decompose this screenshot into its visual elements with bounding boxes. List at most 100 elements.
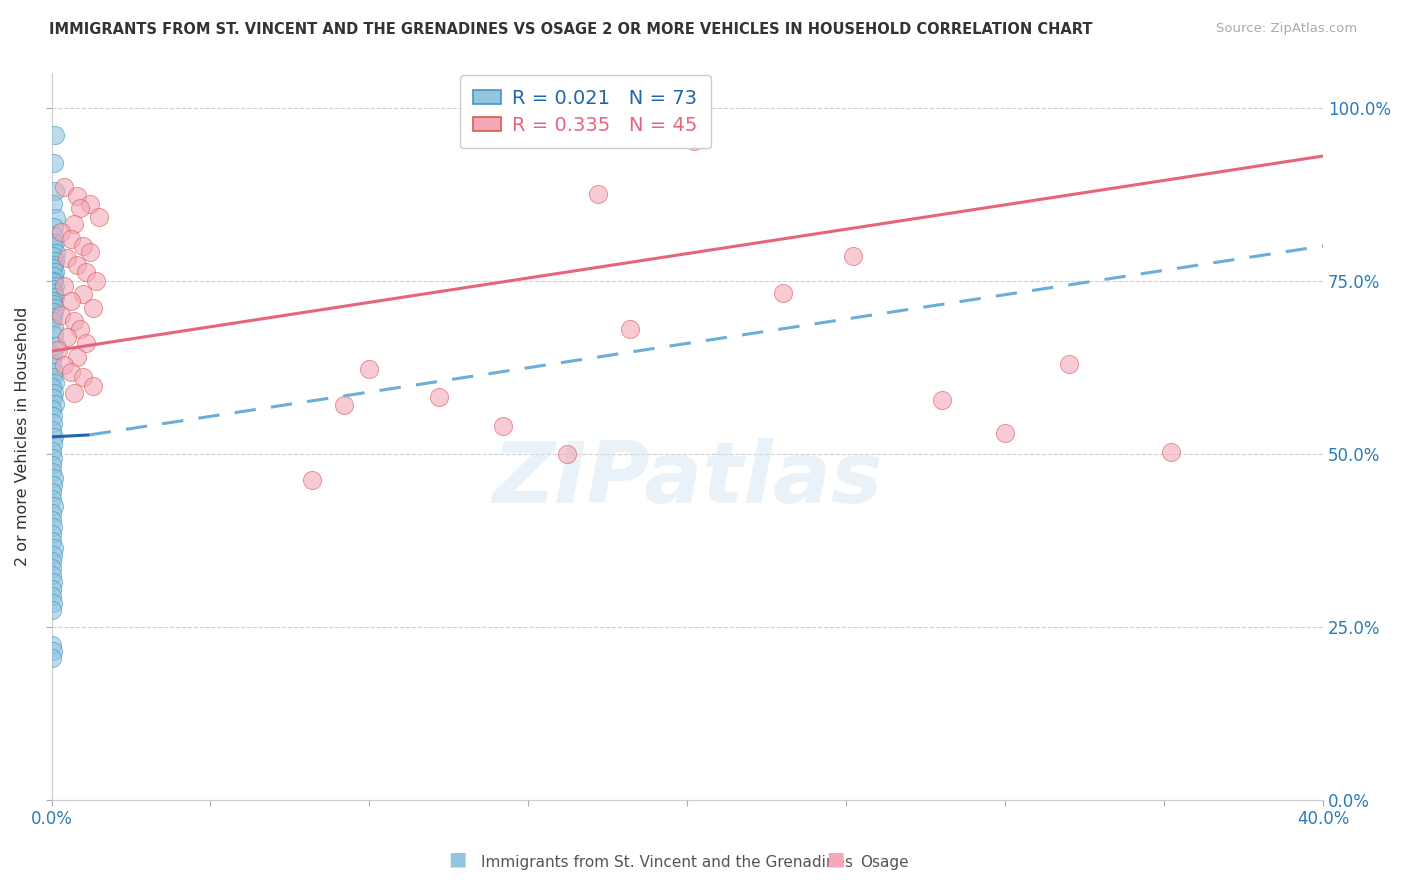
Point [42,310,65,324]
Point [42,541,65,555]
Point [42,370,65,384]
Point [44,279,66,293]
Text: IMMIGRANTS FROM ST. VINCENT AND THE GRENADINES VS OSAGE 2 OR MORE VEHICLES IN HO: IMMIGRANTS FROM ST. VINCENT AND THE GREN… [49,22,1092,37]
Point [841,249,863,263]
Point [42,450,65,465]
Point [359,362,381,376]
Point [79,244,101,259]
Point [44,128,66,143]
Point [41,533,63,548]
Point [62,314,84,328]
Point [588,187,610,202]
Point [76,335,98,350]
Point [682,134,704,148]
Point [42,305,65,319]
Point [42,575,65,590]
Point [62,217,84,231]
Point [42,258,65,272]
Point [772,285,794,300]
Point [42,294,65,309]
Point [66,350,89,364]
Point [42,156,65,170]
Point [41,589,63,603]
Point [41,651,63,665]
Point [42,228,65,243]
Point [42,197,65,211]
Point [41,603,63,617]
Legend: R = 0.021   N = 73, R = 0.335   N = 45: R = 0.021 N = 73, R = 0.335 N = 45 [460,76,711,148]
Point [42,275,65,289]
Point [59,294,82,309]
Point [42,365,65,379]
Point [41,314,63,328]
Point [42,416,65,430]
Point [72,239,94,253]
Point [41,492,63,507]
Point [59,232,82,246]
Point [492,418,515,433]
Point [82,301,104,316]
Point [53,180,76,194]
Point [41,554,63,568]
Point [53,279,76,293]
Point [42,596,65,610]
Point [41,423,63,437]
Point [44,219,66,234]
Point [41,458,63,472]
Point [49,225,72,239]
Point [76,265,98,279]
Y-axis label: 2 or more Vehicles in Household: 2 or more Vehicles in Household [15,307,30,566]
Text: Osage: Osage [860,855,910,870]
Point [333,398,356,412]
Point [41,526,63,541]
Point [42,409,65,424]
Point [44,301,66,316]
Point [44,290,66,304]
Point [41,402,63,417]
Point [619,322,641,336]
Point [41,380,63,394]
Point [89,210,111,224]
Point [44,235,66,250]
Point [41,638,63,652]
Point [42,437,65,451]
Point [66,189,89,203]
Point [42,297,65,311]
Point [44,274,66,288]
Point [72,370,94,384]
Point [42,239,65,253]
Text: Immigrants from St. Vincent and the Grenadines: Immigrants from St. Vincent and the Gren… [481,855,853,870]
Point [44,376,66,390]
Point [56,252,79,266]
Point [42,471,65,485]
Point [41,561,63,575]
Point [49,308,72,322]
Text: ZIPatlas: ZIPatlas [492,438,883,521]
Point [41,513,63,527]
Point [41,443,63,458]
Text: ■: ■ [447,850,467,869]
Point [41,485,63,500]
Point [41,582,63,597]
Point [44,320,66,334]
Point [44,397,66,411]
Point [42,385,65,400]
Point [44,254,66,268]
Point [1057,357,1080,371]
Point [69,201,91,215]
Point [42,282,65,296]
Point [42,644,65,658]
Point [44,499,66,513]
Point [44,265,66,279]
Point [41,506,63,520]
Point [1160,445,1182,459]
Point [555,446,578,460]
Point [42,520,65,534]
Point [42,249,65,263]
Point [46,343,69,357]
Point [62,385,84,400]
Point [72,287,94,301]
Point [56,330,79,344]
Point [41,568,63,582]
Point [53,358,76,372]
